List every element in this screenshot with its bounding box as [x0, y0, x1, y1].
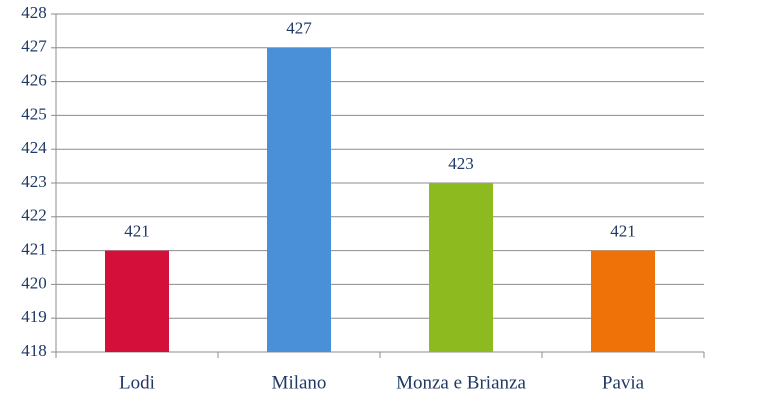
y-tick-label: 422: [21, 206, 47, 225]
bar: [429, 183, 493, 352]
x-tick-label: Lodi: [119, 372, 155, 393]
bar: [105, 250, 169, 352]
x-tick-label: Pavia: [602, 372, 645, 393]
data-label: 421: [610, 222, 636, 241]
y-tick-label: 428: [21, 3, 47, 22]
y-tick-label: 425: [21, 104, 47, 123]
data-label: 423: [448, 154, 474, 173]
y-tick-label: 420: [21, 273, 47, 292]
y-tick-label: 423: [21, 172, 47, 191]
y-tick-label: 419: [21, 307, 47, 326]
data-label: 421: [124, 222, 150, 241]
y-tick-label: 418: [21, 341, 47, 360]
y-tick-label: 424: [21, 138, 47, 157]
y-tick-label: 421: [21, 240, 47, 259]
data-label: 427: [286, 19, 312, 38]
y-tick-label: 426: [21, 71, 47, 90]
y-tick-label: 427: [21, 37, 47, 56]
x-tick-label: Monza e Brianza: [396, 372, 526, 393]
bar: [591, 250, 655, 352]
bar: [267, 47, 331, 353]
x-tick-label: Milano: [272, 372, 327, 393]
